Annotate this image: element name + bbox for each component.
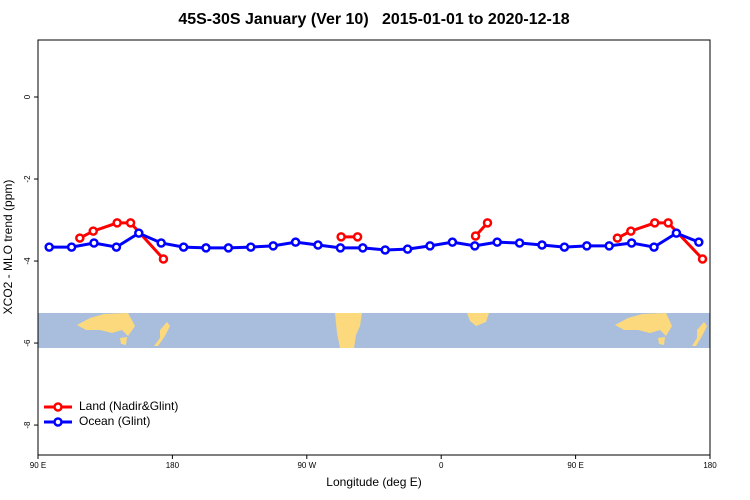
data-point xyxy=(612,233,623,243)
x-tick-label: 90 W xyxy=(297,461,316,470)
data-point xyxy=(290,237,301,247)
y-tick-label: 0 xyxy=(23,94,32,99)
x-tick-label: 180 xyxy=(166,461,180,470)
data-point xyxy=(470,241,480,251)
data-point xyxy=(492,237,502,247)
data-point xyxy=(402,244,413,254)
data-point xyxy=(358,243,368,253)
y-tick-label: -6 xyxy=(23,339,32,347)
data-point xyxy=(201,243,211,253)
data-point xyxy=(649,242,659,252)
data-point xyxy=(447,237,458,247)
data-point xyxy=(158,254,169,264)
series-line xyxy=(79,221,704,261)
y-tick-label: -8 xyxy=(23,421,32,429)
data-point xyxy=(75,233,85,243)
data-point xyxy=(470,231,481,241)
data-point xyxy=(626,238,637,248)
plot-frame xyxy=(37,39,711,456)
data-point xyxy=(88,226,99,236)
data-point xyxy=(482,218,493,228)
data-point xyxy=(671,228,682,238)
data-point xyxy=(582,241,592,251)
data-point xyxy=(89,238,99,248)
data-point xyxy=(649,218,660,228)
data-point xyxy=(559,242,570,252)
data-point xyxy=(156,238,166,248)
data-point xyxy=(125,218,136,228)
x-tick-label: 90 E xyxy=(30,461,46,470)
data-point xyxy=(697,254,708,264)
chart-title: 45S-30S January (Ver 10) 2015-01-01 to 2… xyxy=(178,11,569,28)
data-point xyxy=(663,218,673,228)
legend-marker xyxy=(53,417,63,427)
data-point xyxy=(44,242,54,252)
data-point xyxy=(178,242,189,252)
y-tick-label: -4 xyxy=(23,257,32,265)
x-tick-label: 180 xyxy=(703,461,717,470)
data-point xyxy=(694,237,704,247)
data-point xyxy=(268,241,278,251)
data-point xyxy=(604,241,614,251)
map-band xyxy=(38,313,710,348)
x-tick-label: 90 E xyxy=(567,461,583,470)
legend-label: Land (Nadir&Glint) xyxy=(79,399,178,413)
data-point xyxy=(223,243,234,253)
data-point xyxy=(112,218,122,228)
data-point xyxy=(626,226,636,236)
x-tick-label: 0 xyxy=(439,461,444,470)
data-point xyxy=(111,242,122,252)
x-axis-label: Longitude (deg E) xyxy=(326,475,421,489)
legend-label: Ocean (Glint) xyxy=(79,414,150,428)
data-point xyxy=(537,240,547,250)
data-point xyxy=(134,228,144,238)
data-point xyxy=(335,243,346,253)
data-point xyxy=(336,232,346,242)
legend-marker xyxy=(53,402,63,412)
data-point xyxy=(425,241,435,251)
data-point xyxy=(313,240,323,250)
data-point xyxy=(380,245,390,255)
data-point xyxy=(66,242,77,252)
y-axis-label: XCO2 - MLO trend (ppm) xyxy=(1,180,15,315)
y-tick-label: -2 xyxy=(23,175,32,183)
data-point xyxy=(246,242,256,252)
data-point xyxy=(514,238,525,248)
data-point xyxy=(352,232,363,242)
